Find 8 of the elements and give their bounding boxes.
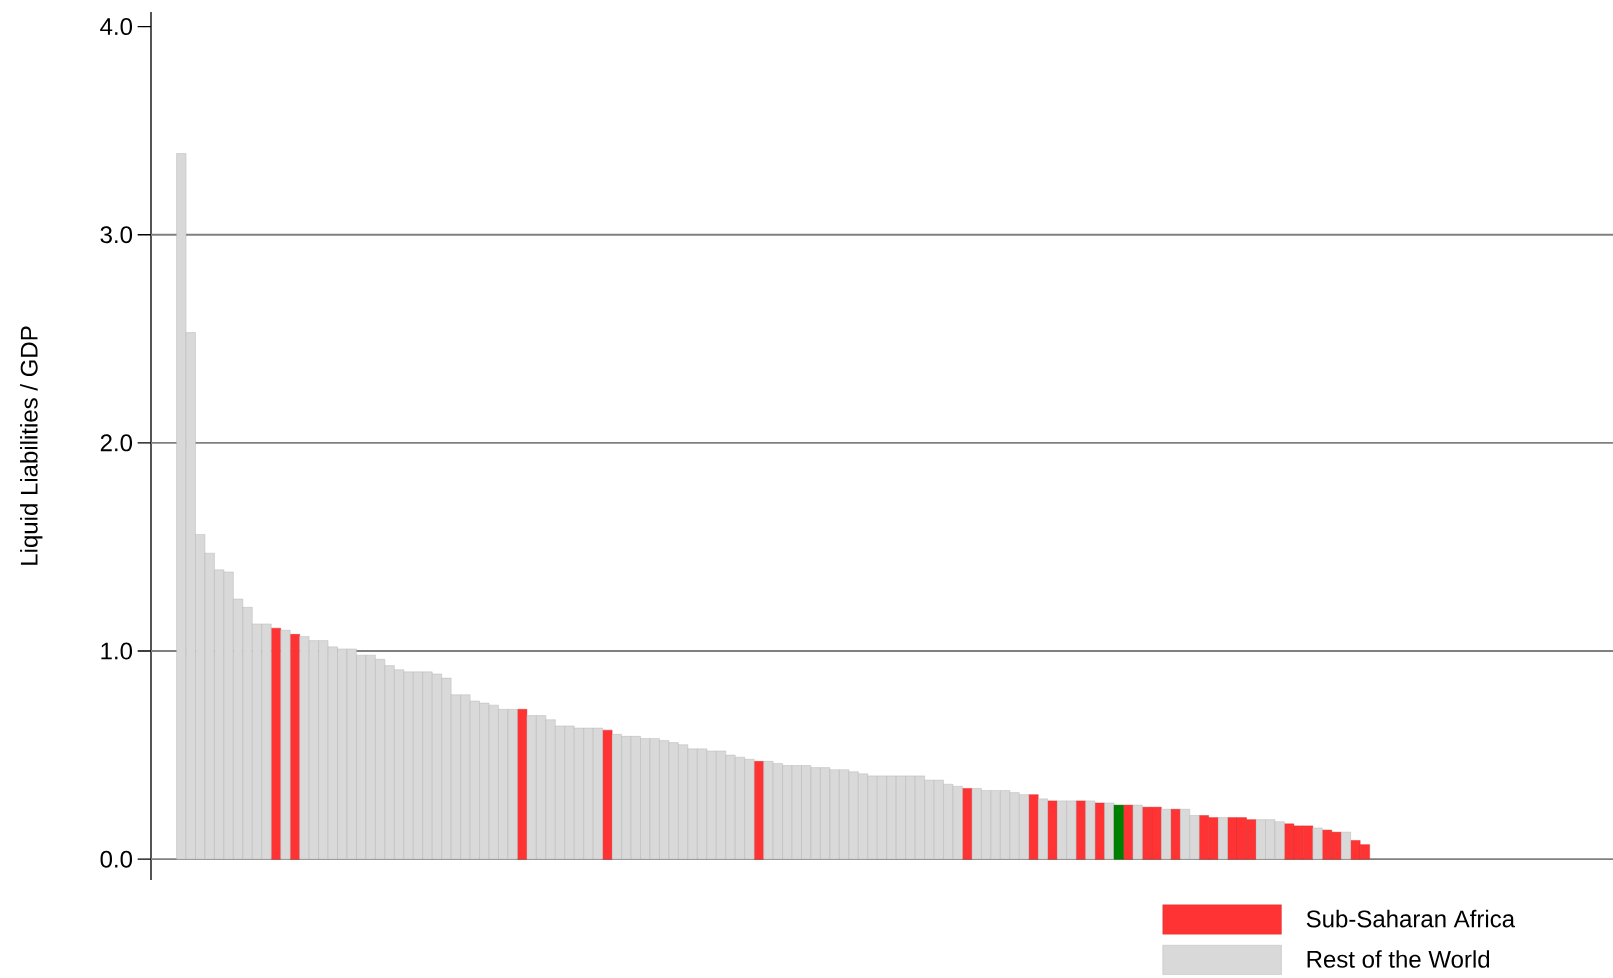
y-tick-label: 3.0 xyxy=(100,226,133,244)
legend-label: Sub-Saharan Africa xyxy=(1306,909,1516,928)
legend-label: Rest of the World xyxy=(1307,950,1490,968)
y-tick-label: 1.0 xyxy=(101,642,133,660)
y-axis-title: Liquid Liabilities / GDP xyxy=(20,326,43,565)
y-tick-label: 4.0 xyxy=(100,18,133,36)
y-tick-label: 2.0 xyxy=(100,434,133,452)
y-tick-label: 0.0 xyxy=(100,850,133,868)
